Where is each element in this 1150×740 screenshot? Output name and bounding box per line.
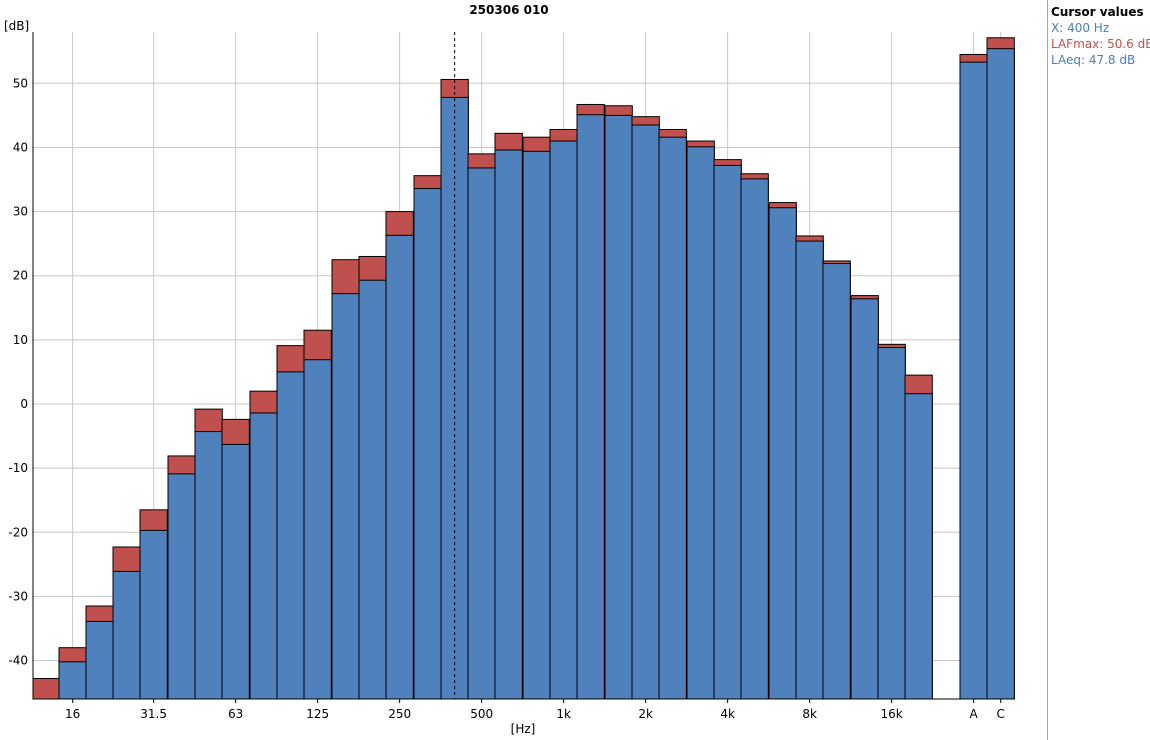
- bar-laeq: [112, 570, 141, 700]
- y-tick-label: 0: [20, 397, 28, 411]
- bar-laeq: [221, 443, 250, 700]
- x-tick-label: 4k: [720, 707, 735, 721]
- x-tick-label: 63: [228, 707, 243, 721]
- x-tick-label: 500: [470, 707, 493, 721]
- bar-laeq: [58, 661, 87, 700]
- bar-laeq: [167, 473, 196, 700]
- bar-laeq: [604, 114, 633, 700]
- y-axis-unit: [dB]: [4, 19, 29, 33]
- bar-laeq: [85, 620, 114, 700]
- bar-lafmax: [32, 677, 61, 700]
- y-tick-label: 20: [13, 269, 28, 283]
- bar-laeq: [795, 240, 824, 700]
- y-tick-label: 30: [13, 205, 28, 219]
- bar-laeq: [658, 136, 687, 700]
- axes: -40 -30 -20 -10 0 10 20 30 40 50 16 31.5 63 125 250 500…: [8, 32, 1015, 721]
- cursor-x-value: X: 400 Hz: [1051, 21, 1110, 35]
- bar-laeq: [740, 178, 769, 700]
- bar-laeq: [713, 164, 742, 700]
- cursor-laeq-value: LAeq: 47.8 dB: [1051, 53, 1136, 67]
- bar-laeq: [331, 293, 360, 700]
- x-axis-unit: [Hz]: [511, 722, 536, 736]
- bar-laeq: [358, 279, 387, 700]
- y-tick-label: -20: [8, 525, 28, 539]
- bar-laeq: [877, 347, 906, 700]
- bar-laeq: [986, 48, 1015, 700]
- bar-laeq: [822, 263, 851, 700]
- y-tick-label: -30: [8, 589, 28, 603]
- cursor-values-title: Cursor values: [1051, 5, 1144, 19]
- x-tick-label: A: [970, 707, 979, 721]
- x-tick-label: 1k: [556, 707, 571, 721]
- y-tick-label: 40: [13, 140, 28, 154]
- bar-laeq: [303, 359, 332, 700]
- bar-laeq: [276, 371, 305, 700]
- spectrum-chart: 250306 010 [dB] [Hz] -40 -30 -20 -10 0 10 20 30…: [4, 3, 1015, 736]
- y-tick-label: 10: [13, 333, 28, 347]
- bar-laeq: [467, 167, 496, 700]
- x-tick-label: 125: [306, 707, 329, 721]
- bar-laeq: [959, 61, 988, 700]
- cursor-lafmax-value: LAFmax: 50.6 dB: [1051, 37, 1150, 51]
- bar-laeq: [768, 207, 797, 700]
- bar-laeq: [194, 431, 223, 700]
- x-tick-label: 16: [65, 707, 80, 721]
- bar-laeq: [576, 114, 605, 700]
- bar-laeq: [904, 393, 933, 700]
- cursor-values-panel: Cursor values X: 400 Hz LAFmax: 50.6 dB …: [1047, 0, 1150, 740]
- bar-laeq: [631, 124, 660, 700]
- bars: [32, 37, 1015, 700]
- x-tick-label: 250: [388, 707, 411, 721]
- bar-laeq: [139, 529, 168, 700]
- bar-laeq: [385, 234, 414, 700]
- bar-laeq: [850, 298, 879, 700]
- x-tick-label: 8k: [802, 707, 817, 721]
- y-tick-label: -10: [8, 461, 28, 475]
- bar-laeq: [413, 187, 442, 700]
- chart-title: 250306 010: [469, 3, 548, 17]
- x-tick-label: 31.5: [140, 707, 167, 721]
- x-tick-label: C: [996, 707, 1004, 721]
- bar-laeq: [249, 412, 278, 700]
- bar-laeq: [686, 146, 715, 700]
- x-tick-label: 16k: [881, 707, 903, 721]
- bar-laeq: [494, 149, 523, 700]
- y-tick-label: -40: [8, 654, 28, 668]
- x-tick-label: 2k: [638, 707, 653, 721]
- y-tick-label: 50: [13, 76, 28, 90]
- bar-laeq: [522, 150, 551, 700]
- bar-laeq: [549, 140, 578, 700]
